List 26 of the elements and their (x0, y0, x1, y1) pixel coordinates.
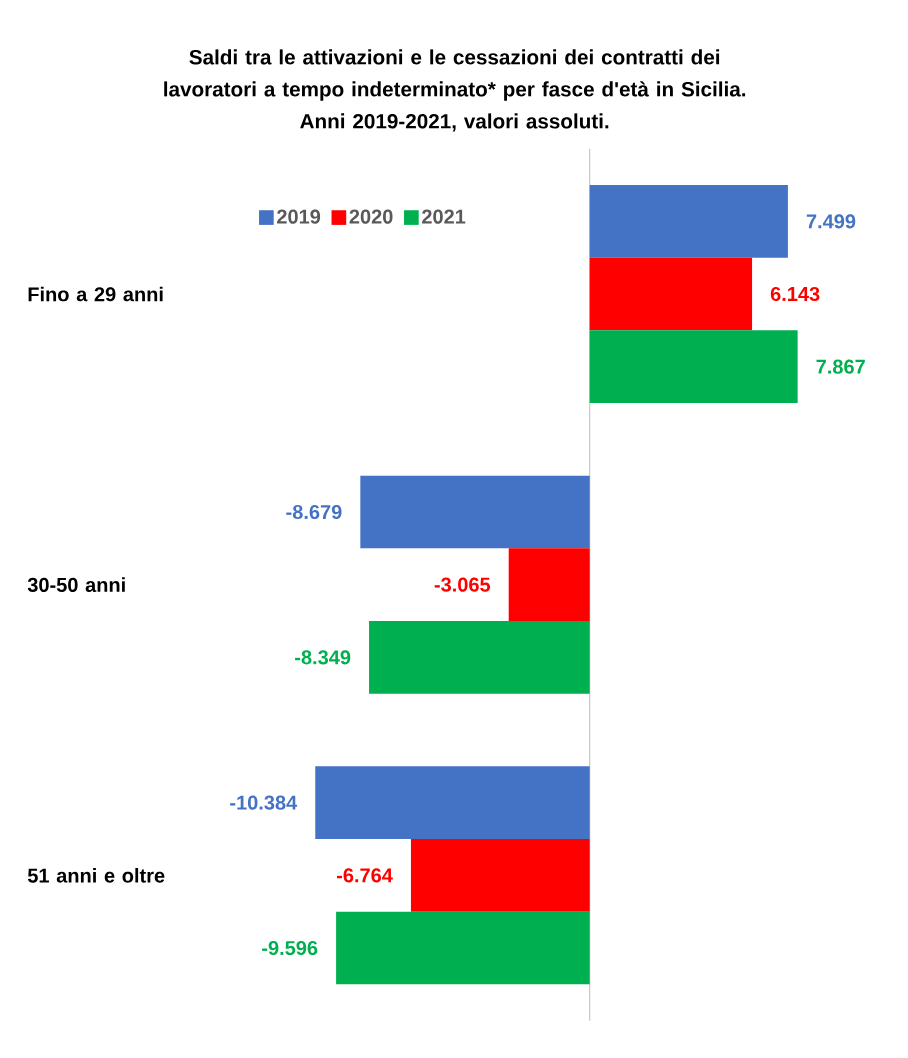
bar (336, 911, 590, 985)
data-label: -3.065 (434, 577, 491, 592)
chart-title: Saldi tra le attivazioni e le cessazioni dei contratti dei lavoratori a tempo indeterminato* per fasce d'età in Sicilia. (164, 49, 746, 101)
bar (589, 257, 753, 331)
bar (508, 548, 590, 622)
y-tick-label: 30-50 anni (27, 577, 125, 593)
y-tick-label: 51 anni e oltre (27, 868, 165, 883)
data-label: 6.143 (770, 286, 820, 302)
legend-label: 2019 (277, 209, 321, 224)
data-label: -9.596 (262, 940, 318, 956)
data-label: -8.679 (286, 504, 342, 520)
legend-label: 2021 (422, 209, 466, 224)
bar (369, 621, 590, 694)
bar (410, 839, 590, 912)
data-label: -10.384 (230, 795, 298, 810)
data-label: -8.349 (295, 650, 351, 665)
y-tick-label: Fino a 29 anni (28, 286, 163, 302)
bar (589, 330, 798, 404)
legend-label: 2020 (349, 209, 393, 224)
bar (589, 185, 788, 258)
chart-subtitle: Anni 2019-2021, valori assoluti. (300, 113, 609, 132)
data-label: 7.499 (806, 214, 856, 229)
data-label: -6.764 (336, 868, 393, 883)
data-label: 7.867 (816, 359, 865, 374)
bar (315, 766, 590, 840)
bar (360, 475, 590, 549)
